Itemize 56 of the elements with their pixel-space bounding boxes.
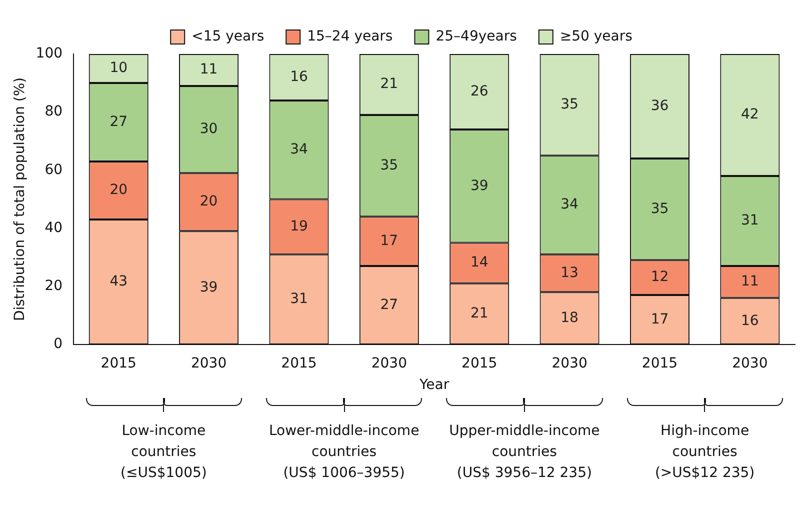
data-label: 18 (560, 310, 578, 326)
y-tick-label: 60 (44, 162, 63, 178)
data-label: 43 (110, 274, 128, 290)
data-label: 21 (470, 306, 488, 322)
data-label: 42 (740, 106, 759, 123)
legend-label: <15 years (192, 28, 264, 45)
data-label: 12 (650, 269, 669, 286)
data-label: 31 (740, 212, 759, 229)
data-label: 17 (380, 232, 398, 249)
data-label: 39 (200, 279, 218, 296)
data-label: 27 (380, 296, 398, 313)
data-label: 31 (290, 291, 308, 308)
x-tick-label: 2015 (100, 355, 136, 372)
data-label: 10 (110, 60, 128, 76)
legend-label: ≥50 years (560, 28, 632, 45)
data-label: 17 (650, 311, 669, 328)
data-label: 11 (740, 274, 759, 290)
x-axis-title: Year (418, 377, 450, 394)
x-tick-label: 2030 (371, 355, 407, 372)
x-tick-label: 2030 (190, 355, 227, 372)
y-tick-label: 40 (44, 220, 63, 236)
data-label: 14 (470, 254, 488, 271)
legend-label: 15–24 years (307, 28, 393, 45)
data-label: 11 (200, 62, 218, 78)
data-label: 27 (110, 114, 128, 130)
y-tick-label: 80 (44, 104, 63, 120)
data-label: 20 (200, 194, 218, 210)
data-label: 26 (470, 83, 488, 100)
data-label: 13 (560, 264, 578, 281)
text: Lower-middle-income countries (US$ 1006–3955) (268, 422, 420, 483)
data-label: 21 (380, 76, 398, 92)
y-tick-label: 100 (36, 46, 63, 62)
data-label: 19 (290, 218, 308, 234)
x-tick-label: 2015 (281, 355, 317, 372)
data-label: 35 (560, 96, 578, 112)
data-label: 35 (650, 201, 669, 218)
x-tick-label: 2015 (642, 355, 678, 372)
data-label: 35 (380, 157, 398, 174)
y-tick-label: 20 (44, 278, 63, 294)
text: Upper-middle-income countries (US$ 3956–12 235) (448, 422, 601, 483)
data-label: 30 (200, 121, 218, 138)
y-axis-title: Distribution of total population (%) (12, 77, 28, 322)
data-label: 20 (110, 182, 128, 198)
data-label: 36 (650, 98, 669, 114)
x-tick-label: 2030 (732, 355, 768, 372)
data-label: 39 (470, 178, 488, 194)
data-label: 34 (290, 141, 308, 158)
data-label: 16 (740, 312, 759, 329)
legend-label: 25–49years (436, 28, 517, 45)
x-tick-label: 2015 (462, 355, 498, 372)
data-label: 16 (290, 68, 308, 85)
text: Low-income countries (≤US$1005) (120, 422, 208, 483)
y-tick-label: 0 (54, 336, 63, 352)
text: High-income countries (>US$12 235) (654, 422, 756, 483)
x-tick-label: 2030 (552, 355, 588, 372)
data-label: 34 (560, 196, 579, 213)
